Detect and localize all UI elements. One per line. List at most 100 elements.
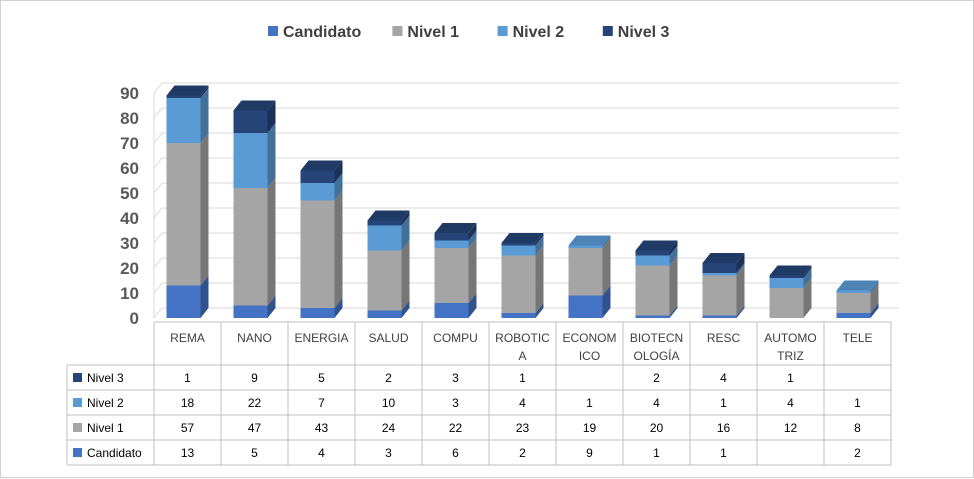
legend-label-0: Candidato [283, 24, 361, 41]
bar-nivel-2-10 [836, 280, 879, 293]
table-cell-0-7: 2 [653, 371, 660, 385]
bar-front [233, 133, 268, 188]
bar-side [803, 268, 812, 288]
bar-front [568, 248, 603, 296]
bar-front [769, 275, 804, 278]
x-category-label-4: COMPU [433, 331, 478, 345]
legend-key-3 [602, 26, 613, 36]
x-category-label-10: TELE [842, 331, 872, 345]
bar-front [434, 240, 469, 248]
bar-front [367, 250, 402, 311]
bar-top-10 [836, 280, 879, 291]
bar-nivel-1-5 [501, 245, 544, 313]
bar-front [300, 170, 335, 183]
table-row-label-1: Nivel 2 [87, 396, 124, 410]
y-tick-label-40: 40 [120, 209, 139, 228]
bar-side [535, 245, 544, 313]
table-cell-3-1: 5 [251, 446, 258, 460]
bar-side [468, 238, 477, 303]
bar-candidato-1 [233, 295, 276, 318]
bar-nivel-3-1 [233, 100, 276, 133]
bar-side [602, 238, 611, 296]
table-legend-key-1 [73, 398, 82, 407]
bar-nivel-3-2 [300, 160, 343, 183]
gridline-80 [153, 107, 899, 119]
y-tick-label-60: 60 [120, 159, 139, 178]
bar-side [535, 235, 544, 256]
bar-nivel-2-9 [769, 268, 812, 288]
table-cell-2-0: 57 [181, 421, 195, 435]
table-cell-1-6: 1 [586, 396, 593, 410]
bar-side [669, 240, 678, 256]
bar-side [401, 215, 410, 251]
bar-side [468, 230, 477, 248]
legend-label-3: Nivel 3 [618, 24, 670, 41]
bar-nivel-1-9 [769, 278, 812, 318]
table-row-label-2: Nivel 1 [87, 421, 124, 435]
bar-front [166, 143, 201, 286]
bar-nivel-2-2 [300, 173, 343, 201]
table-cell-1-9: 4 [787, 396, 794, 410]
bar-side [401, 210, 410, 226]
bar-front [635, 250, 670, 256]
bar-nivel-2-0 [166, 88, 209, 143]
legend-key-2 [497, 26, 508, 36]
bar-nivel-3-0 [166, 85, 209, 98]
bar-front [836, 313, 871, 318]
bar-nivel-3-8 [702, 253, 745, 273]
bar-candidato-7 [635, 305, 678, 318]
bar-side [334, 190, 343, 308]
x-category-label-7: BIOTECN [630, 331, 683, 345]
bar-top-6 [568, 235, 611, 246]
bar-front [769, 288, 804, 318]
bar-front [300, 200, 335, 308]
bar-candidato-6 [568, 285, 611, 318]
table-legend-key-2 [73, 423, 82, 432]
table-cell-3-0: 13 [181, 446, 195, 460]
bar-front [568, 295, 603, 318]
bar-front [501, 313, 536, 318]
bar-side [468, 293, 477, 318]
bar-candidato-8 [702, 305, 745, 318]
table-cell-1-2: 7 [318, 396, 325, 410]
table-cell-2-1: 47 [248, 421, 262, 435]
bar-front [501, 245, 536, 256]
bar-side [267, 178, 276, 306]
x-category-label-6: ECONOM [563, 331, 617, 345]
bar-side [870, 280, 879, 293]
table-cell-1-0: 18 [181, 396, 195, 410]
bar-side [401, 240, 410, 311]
x-category-label-8: RESC [707, 331, 741, 345]
bar-top-8 [702, 253, 745, 263]
gridline-60 [153, 157, 899, 169]
table-cell-3-3: 3 [385, 446, 392, 460]
bar-top-3 [367, 210, 410, 221]
bar-front [233, 188, 268, 306]
bar-nivel-1-1 [233, 178, 276, 306]
y-tick-label-20: 20 [120, 259, 139, 278]
table-cell-2-9: 12 [784, 421, 798, 435]
bar-front [635, 315, 670, 318]
bar-front [300, 183, 335, 201]
bar-candidato-5 [501, 303, 544, 318]
bar-side [736, 305, 745, 318]
table-cell-1-5: 4 [519, 396, 526, 410]
table-legend-key-3 [73, 448, 82, 457]
bar-candidato-3 [367, 300, 410, 318]
bar-candidato-0 [166, 275, 209, 318]
bar-front [434, 233, 469, 241]
bar-nivel-1-2 [300, 190, 343, 308]
bar-candidato-10 [836, 303, 879, 318]
table-cell-0-2: 5 [318, 371, 325, 385]
bar-front [233, 110, 268, 133]
bar-side [200, 133, 209, 286]
bar-side [736, 263, 745, 276]
bar-side [602, 285, 611, 318]
bar-front [568, 245, 603, 248]
gridline-90 [153, 82, 899, 94]
bar-side [535, 233, 544, 246]
table-cell-2-7: 20 [650, 421, 664, 435]
table-cell-2-4: 22 [449, 421, 463, 435]
table-cell-3-2: 4 [318, 446, 325, 460]
y-tick-label-70: 70 [120, 134, 139, 153]
